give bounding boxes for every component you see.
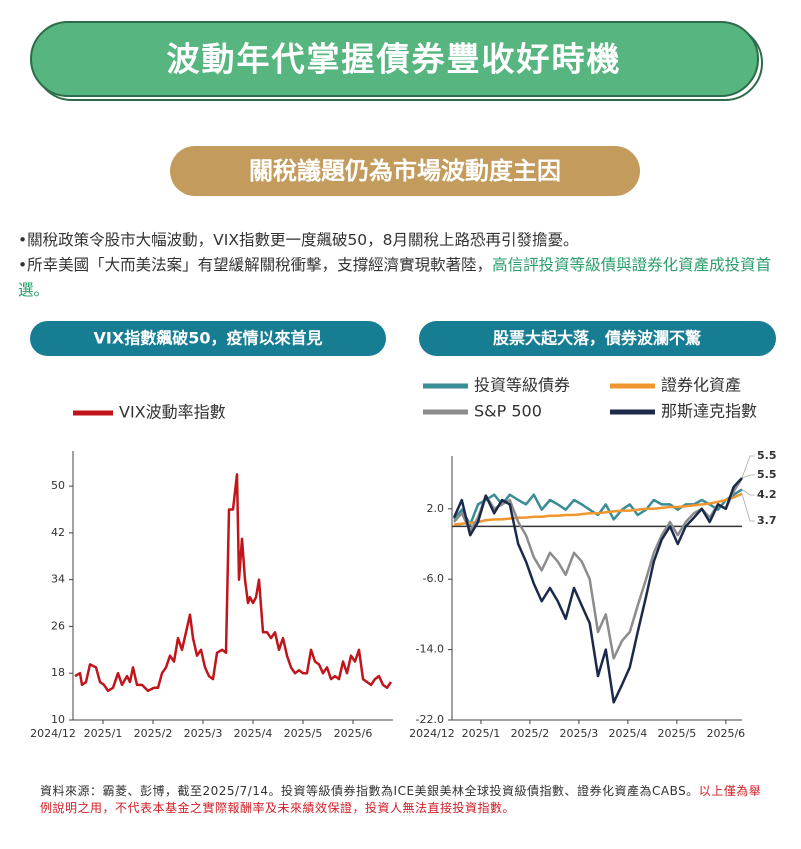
bullet-text: 所幸美國「大而美法案」有望緩解關稅衝擊，支撐經濟實現軟著陸， [27, 256, 493, 274]
y-tick-label: 34 [51, 573, 65, 586]
end-leader [741, 455, 755, 479]
panel-banner [419, 321, 776, 356]
x-tick-label: 2025/6 [334, 727, 373, 740]
series-line [453, 492, 743, 526]
disclaimer: 以上僅為舉例說明之用，不代表本基金之實際報酬率及未來績效保證，投資人無法直接投資… [40, 784, 762, 815]
x-tick-label: 2025/1 [84, 727, 123, 740]
title: 波動年代掌握債券豐收好時機 [167, 40, 622, 79]
series-line [452, 477, 743, 704]
y-tick-label: 2.0 [427, 502, 445, 515]
panel-banner [30, 321, 386, 356]
end-leader [741, 474, 755, 479]
y-tick-label: -14.0 [416, 643, 444, 656]
x-tick-label: 2025/2 [134, 727, 173, 740]
y-tick-label: -22.0 [416, 713, 444, 726]
x-tick-label: 2025/1 [462, 727, 501, 740]
y-tick-label: 50 [51, 479, 65, 492]
x-tick-label: 2025/4 [609, 727, 648, 740]
bullet-highlight: 高信評投資等級債與證券化資產成投資首選。 [18, 256, 772, 299]
subtitle-banner [170, 146, 640, 196]
x-tick-label: 2024/12 [30, 727, 76, 740]
legend-label: 投資等級債券 [474, 376, 570, 395]
x-tick-label: 2025/5 [658, 727, 697, 740]
x-tick-label: 2025/6 [706, 727, 745, 740]
y-tick-label: -6.0 [423, 572, 444, 585]
x-tick-label: 2025/3 [184, 727, 223, 740]
chart-title: VIX指數飆破50，疫情以來首見 [94, 329, 323, 348]
x-tick-label: 2024/12 [409, 727, 455, 740]
legend-label: S&P 500 [474, 402, 542, 421]
bullet: •所幸美國「大而美法案」有望緩解關稅衝擊，支撐經濟實現軟著陸，高信評投資等級債與… [18, 256, 772, 299]
y-tick-label: 18 [51, 666, 65, 679]
footer: 資料來源：霸菱、彭博，截至2025/7/14。投資等級債券指數為ICE美銀美林全… [40, 783, 770, 817]
x-tick-label: 2025/4 [234, 727, 273, 740]
y-tick-label: 26 [51, 619, 65, 632]
y-tick-label: 42 [51, 526, 65, 539]
subtitle: 關稅議題仍為市場波動度主因 [249, 157, 561, 185]
source: 資料來源：霸菱、彭博，截至2025/7/14。投資等級債券指數為ICE美銀美林全… [40, 784, 699, 798]
end-label: 4.2 [757, 488, 777, 501]
legend-label: 證券化資產 [661, 376, 741, 395]
end-leader [741, 493, 755, 522]
bullet: •關稅政策令股市大幅波動，VIX指數更一度飆破50，8月關稅上路恐再引發擔憂。 [18, 231, 579, 249]
x-tick-label: 2025/3 [560, 727, 599, 740]
bullet-text: 關稅政策令股市大幅波動，VIX指數更一度飆破50，8月關稅上路恐再引發擔憂。 [27, 231, 579, 249]
chart-title: 股票大起大落，債券波瀾不驚 [493, 329, 702, 348]
legend-label: VIX波動率指數 [119, 403, 226, 422]
x-tick-label: 2025/2 [511, 727, 550, 740]
end-label: 3.7 [757, 514, 777, 527]
legend-label: 那斯達克指數 [661, 402, 757, 421]
series-line [453, 477, 744, 660]
end-label: 5.5 [757, 449, 777, 462]
series-line [74, 473, 393, 693]
y-tick-label: 10 [51, 713, 65, 726]
x-tick-label: 2025/5 [284, 727, 323, 740]
title-banner [30, 21, 759, 97]
end-leader [741, 489, 755, 496]
end-label: 5.5 [757, 468, 777, 481]
